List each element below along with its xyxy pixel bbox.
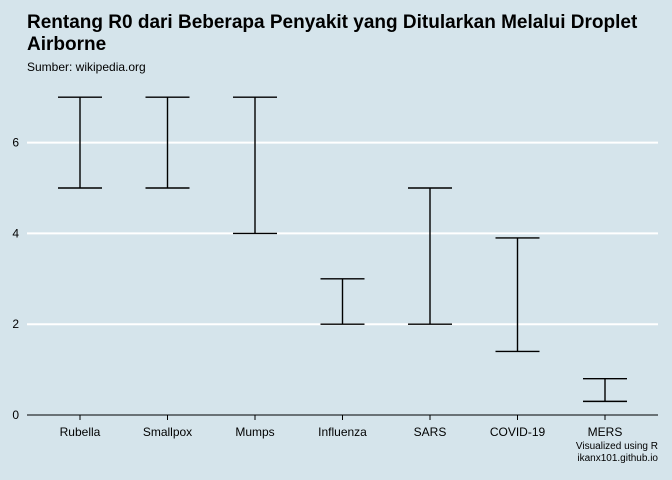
x-tick-label: Rubella (60, 425, 101, 439)
chart-subtitle: Sumber: wikipedia.org (27, 60, 146, 74)
chart-caption: Visualized using R ikanx101.github.io (576, 441, 658, 465)
y-axis-labels: 0 2 4 6 (12, 136, 19, 422)
x-tick-label: Mumps (235, 425, 274, 439)
x-tick-label: Smallpox (143, 425, 192, 439)
x-axis-labels: Rubella Smallpox Mumps Influenza SARS COVID-1… (60, 415, 623, 439)
errorbar-influenza (320, 278, 365, 325)
x-tick-label: Influenza (318, 425, 367, 439)
errorbar-covid-19 (495, 237, 540, 353)
x-tick-label: SARS (414, 425, 447, 439)
errorbar-mumps (233, 96, 277, 235)
caption-line-2: ikanx101.github.io (577, 453, 658, 464)
caption-line-1: Visualized using R (575, 441, 658, 452)
y-tick-label: 6 (12, 136, 19, 150)
x-tick-label: MERS (588, 425, 623, 439)
y-tick-label: 4 (12, 226, 19, 240)
errorbar-sars (408, 187, 452, 325)
y-tick-label: 2 (12, 317, 19, 331)
y-tick-label: 0 (12, 408, 19, 422)
error-bars (58, 96, 627, 403)
errorbar-rubella (58, 96, 102, 189)
errorbar-mers (583, 377, 627, 403)
errorbar-smallpox (145, 96, 190, 189)
x-tick-label: COVID-19 (490, 425, 546, 439)
chart-title: Rentang R0 dari Beberapa Penyakit yang D… (27, 12, 638, 55)
